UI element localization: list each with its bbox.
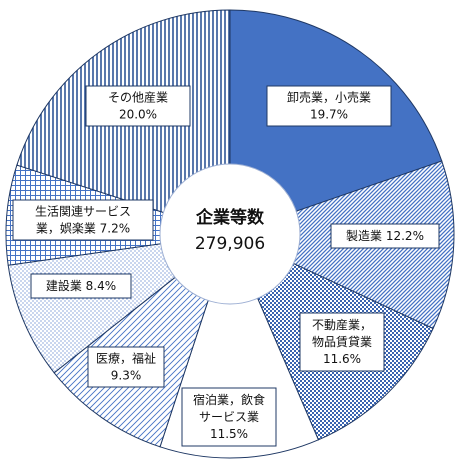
label-text: 生活関連サービス bbox=[35, 205, 131, 219]
label-text: 物品賃貸業 bbox=[312, 334, 372, 349]
label-box bbox=[330, 223, 440, 249]
label-box bbox=[87, 346, 165, 388]
label-text: 11.5% bbox=[210, 427, 248, 441]
label-text: 不動産業， bbox=[312, 317, 372, 332]
label-medical-welfare: 医療，福祉 9.3% bbox=[87, 346, 165, 388]
label-text: 19.7% bbox=[310, 108, 348, 122]
label-text: 建設業 8.4% bbox=[46, 278, 116, 293]
label-text: 製造業 12.2% bbox=[346, 229, 424, 243]
center-value: 279,906 bbox=[195, 234, 265, 254]
label-text: 宿泊業，飲食 bbox=[193, 392, 265, 407]
label-text: 20.0% bbox=[119, 108, 157, 122]
label-text: 業，娯楽業 7.2% bbox=[36, 222, 130, 236]
label-text: その他産業 bbox=[108, 90, 168, 105]
label-box bbox=[85, 85, 191, 127]
label-text: サービス業 bbox=[199, 410, 259, 424]
label-manufacturing: 製造業 12.2% bbox=[330, 223, 440, 249]
label-box bbox=[30, 273, 132, 299]
label-box bbox=[299, 312, 385, 372]
donut-hole bbox=[159, 163, 301, 305]
label-box bbox=[266, 85, 392, 127]
label-box bbox=[181, 387, 277, 447]
label-wholesale-retail: 卸売業，小売業 19.7% bbox=[266, 85, 392, 127]
label-text: 医療，福祉 bbox=[96, 351, 156, 366]
label-construction: 建設業 8.4% bbox=[30, 273, 132, 299]
label-text: 9.3% bbox=[111, 369, 142, 383]
center-title: 企業等数 bbox=[195, 207, 265, 228]
label-text: 11.6% bbox=[323, 352, 361, 366]
label-real-estate: 不動産業， 物品賃貸業 11.6% bbox=[299, 312, 385, 372]
label-box bbox=[12, 199, 154, 241]
slice-labels: 卸売業，小売業 19.7% 製造業 12.2% 不動産業， 物品賃貸業 11.6% 宿泊業，… bbox=[12, 85, 440, 447]
label-other-industries: その他産業 20.0% bbox=[85, 85, 191, 127]
label-text: 卸売業，小売業 bbox=[287, 90, 371, 105]
